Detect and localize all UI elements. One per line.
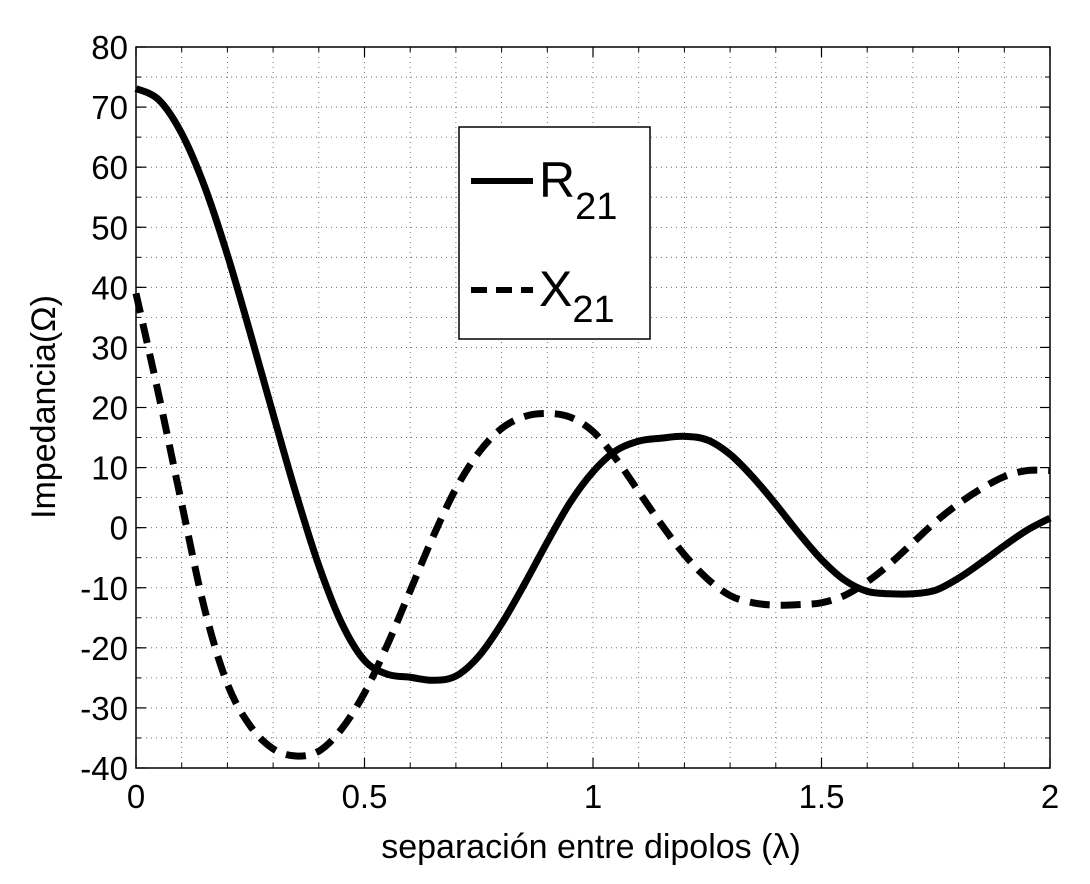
y-tick-label: 40 <box>91 269 128 306</box>
series-line-r21 <box>134 85 1052 684</box>
series-line-x21 <box>132 292 1051 760</box>
legend-label-r21-sub: 21 <box>575 186 617 228</box>
legend-label-x21-sub: 21 <box>572 289 614 331</box>
x-tick-label: 0.5 <box>342 778 388 815</box>
major-ticks <box>135 46 1051 769</box>
y-tick-label: 80 <box>91 29 128 66</box>
y-tick-label: 70 <box>91 89 128 126</box>
x-tick-label: 1 <box>584 778 602 815</box>
legend-label-x21-main: X <box>539 261 572 317</box>
y-tick-label: 10 <box>91 450 128 487</box>
legend-label-r21: R21 <box>539 152 617 228</box>
x-tick-labels: 0 0.5 1 1.5 2 <box>127 778 1059 815</box>
y-tick-label: 30 <box>91 329 128 366</box>
x-tick-label: 2 <box>1041 778 1059 815</box>
legend-box <box>458 126 651 340</box>
y-tick-label: -10 <box>80 570 128 607</box>
y-tick-labels: -40 -30 -20 -10 0 10 20 30 40 50 60 70 80 <box>80 29 128 787</box>
series-layer <box>132 85 1052 760</box>
y-tick-label: 60 <box>91 149 128 186</box>
y-tick-label: 20 <box>91 390 128 427</box>
y-tick-label: -40 <box>80 750 128 787</box>
x-tick-label: 0 <box>127 778 145 815</box>
legend: R21 X21 <box>458 126 651 340</box>
y-tick-label: 0 <box>110 510 128 547</box>
x-tick-label: 1.5 <box>799 778 845 815</box>
y-tick-label: -30 <box>80 690 128 727</box>
x-axis-title: separación entre dipolos (λ) <box>381 828 801 866</box>
y-axis-title: Impedancia(Ω) <box>25 295 63 519</box>
y-tick-label: 50 <box>91 209 128 246</box>
y-tick-label: -20 <box>80 630 128 667</box>
legend-label-x21: X21 <box>539 261 615 331</box>
legend-label-r21-main: R <box>539 152 575 208</box>
